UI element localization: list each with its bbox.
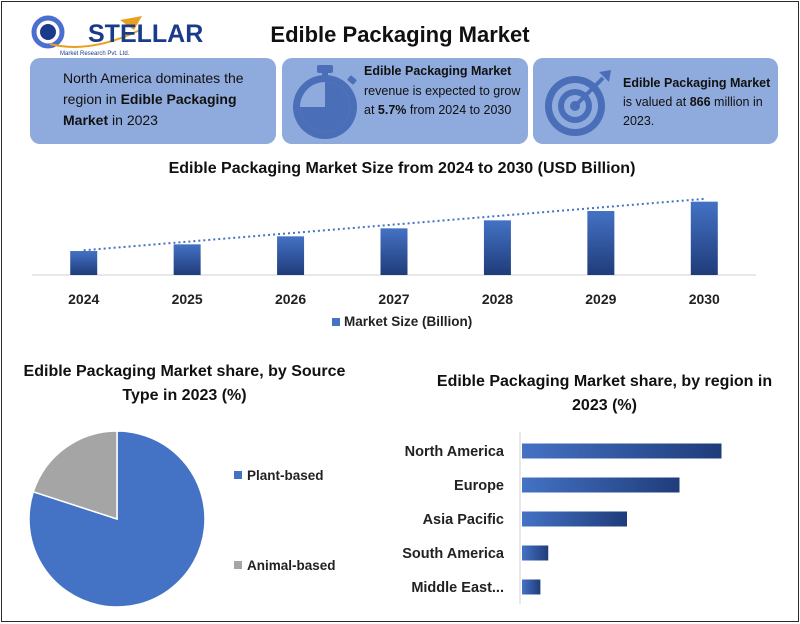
info-card-growth: Edible Packaging Market revenue is expec… [282, 58, 528, 144]
pie-legend-animal: Animal-based [234, 558, 336, 573]
source-type-chart-title: Edible Packaging Market share, by Source… [23, 363, 346, 404]
x-tick-2026: 2026 [275, 291, 306, 307]
x-tick-2027: 2027 [378, 291, 409, 307]
region-chart-title: Edible Packaging Market share, by region… [436, 373, 773, 414]
pie-legend-plant-label: Plant-based [247, 468, 324, 483]
hbar-0 [522, 443, 722, 459]
pie-legend-plant-swatch [234, 471, 242, 479]
x-tick-2024: 2024 [68, 291, 99, 307]
x-tick-2025: 2025 [172, 291, 203, 307]
bar-2025 [173, 244, 201, 275]
bar-2026 [277, 236, 305, 275]
region-bar-chart: North America Europe Asia Pacific South Ame… [402, 432, 722, 604]
x-tick-2030: 2030 [689, 291, 720, 307]
logo-brand-text: STELLAR [88, 20, 204, 48]
page-title: Edible Packaging Market [270, 22, 530, 47]
y-tick-2: Asia Pacific [423, 512, 504, 528]
pie-slice-animal-based [32, 430, 118, 521]
info-card-growth-text: Edible Packaging Market revenue is expec… [364, 64, 521, 117]
legend-swatch-market-size [332, 318, 340, 326]
hbar-2 [522, 511, 627, 527]
y-tick-0: North America [405, 444, 505, 460]
y-tick-3: South America [402, 546, 505, 562]
market-size-chart-title: Edible Packaging Market Size from 2024 t… [168, 160, 636, 177]
logo-subtitle: Market Research Pvt. Ltd. [60, 51, 130, 57]
info-card-value: Edible Packaging Market is valued at 866… [533, 58, 778, 144]
logo-mark-icon [31, 15, 142, 49]
bar-2029 [587, 211, 615, 275]
info-card-region-text: North America dominates the region in Ed… [63, 70, 244, 128]
x-tick-2029: 2029 [585, 291, 616, 307]
info-card-value-text: Edible Packaging Market is valued at 866… [623, 76, 771, 128]
target-icon [545, 70, 611, 136]
pie-legend-plant: Plant-based [234, 468, 324, 483]
y-tick-1: Europe [454, 478, 504, 494]
info-card-region: North America dominates the region in Ed… [30, 58, 276, 144]
source-type-pie-chart [28, 430, 206, 608]
bar-2030 [690, 201, 718, 275]
bar-2027 [380, 228, 408, 275]
pie-legend-animal-swatch [234, 561, 242, 569]
legend-label-market-size: Market Size (Billion) [344, 314, 472, 329]
hbar-1 [522, 477, 680, 493]
trendline [83, 197, 705, 252]
pie-legend-animal-label: Animal-based [247, 558, 336, 573]
hbar-4 [522, 579, 541, 595]
brand-logo: STELLAR Market Research Pvt. Ltd. [30, 10, 203, 57]
bar-2028 [483, 220, 511, 275]
hbar-3 [522, 545, 549, 561]
market-size-bar-chart: 2024 2025 2026 2027 2028 2029 2030 Market Size … [32, 197, 756, 329]
bar-2024 [70, 251, 98, 275]
x-tick-2028: 2028 [482, 291, 513, 307]
stopwatch-icon [293, 65, 357, 139]
y-tick-4: Middle East... [411, 580, 504, 596]
